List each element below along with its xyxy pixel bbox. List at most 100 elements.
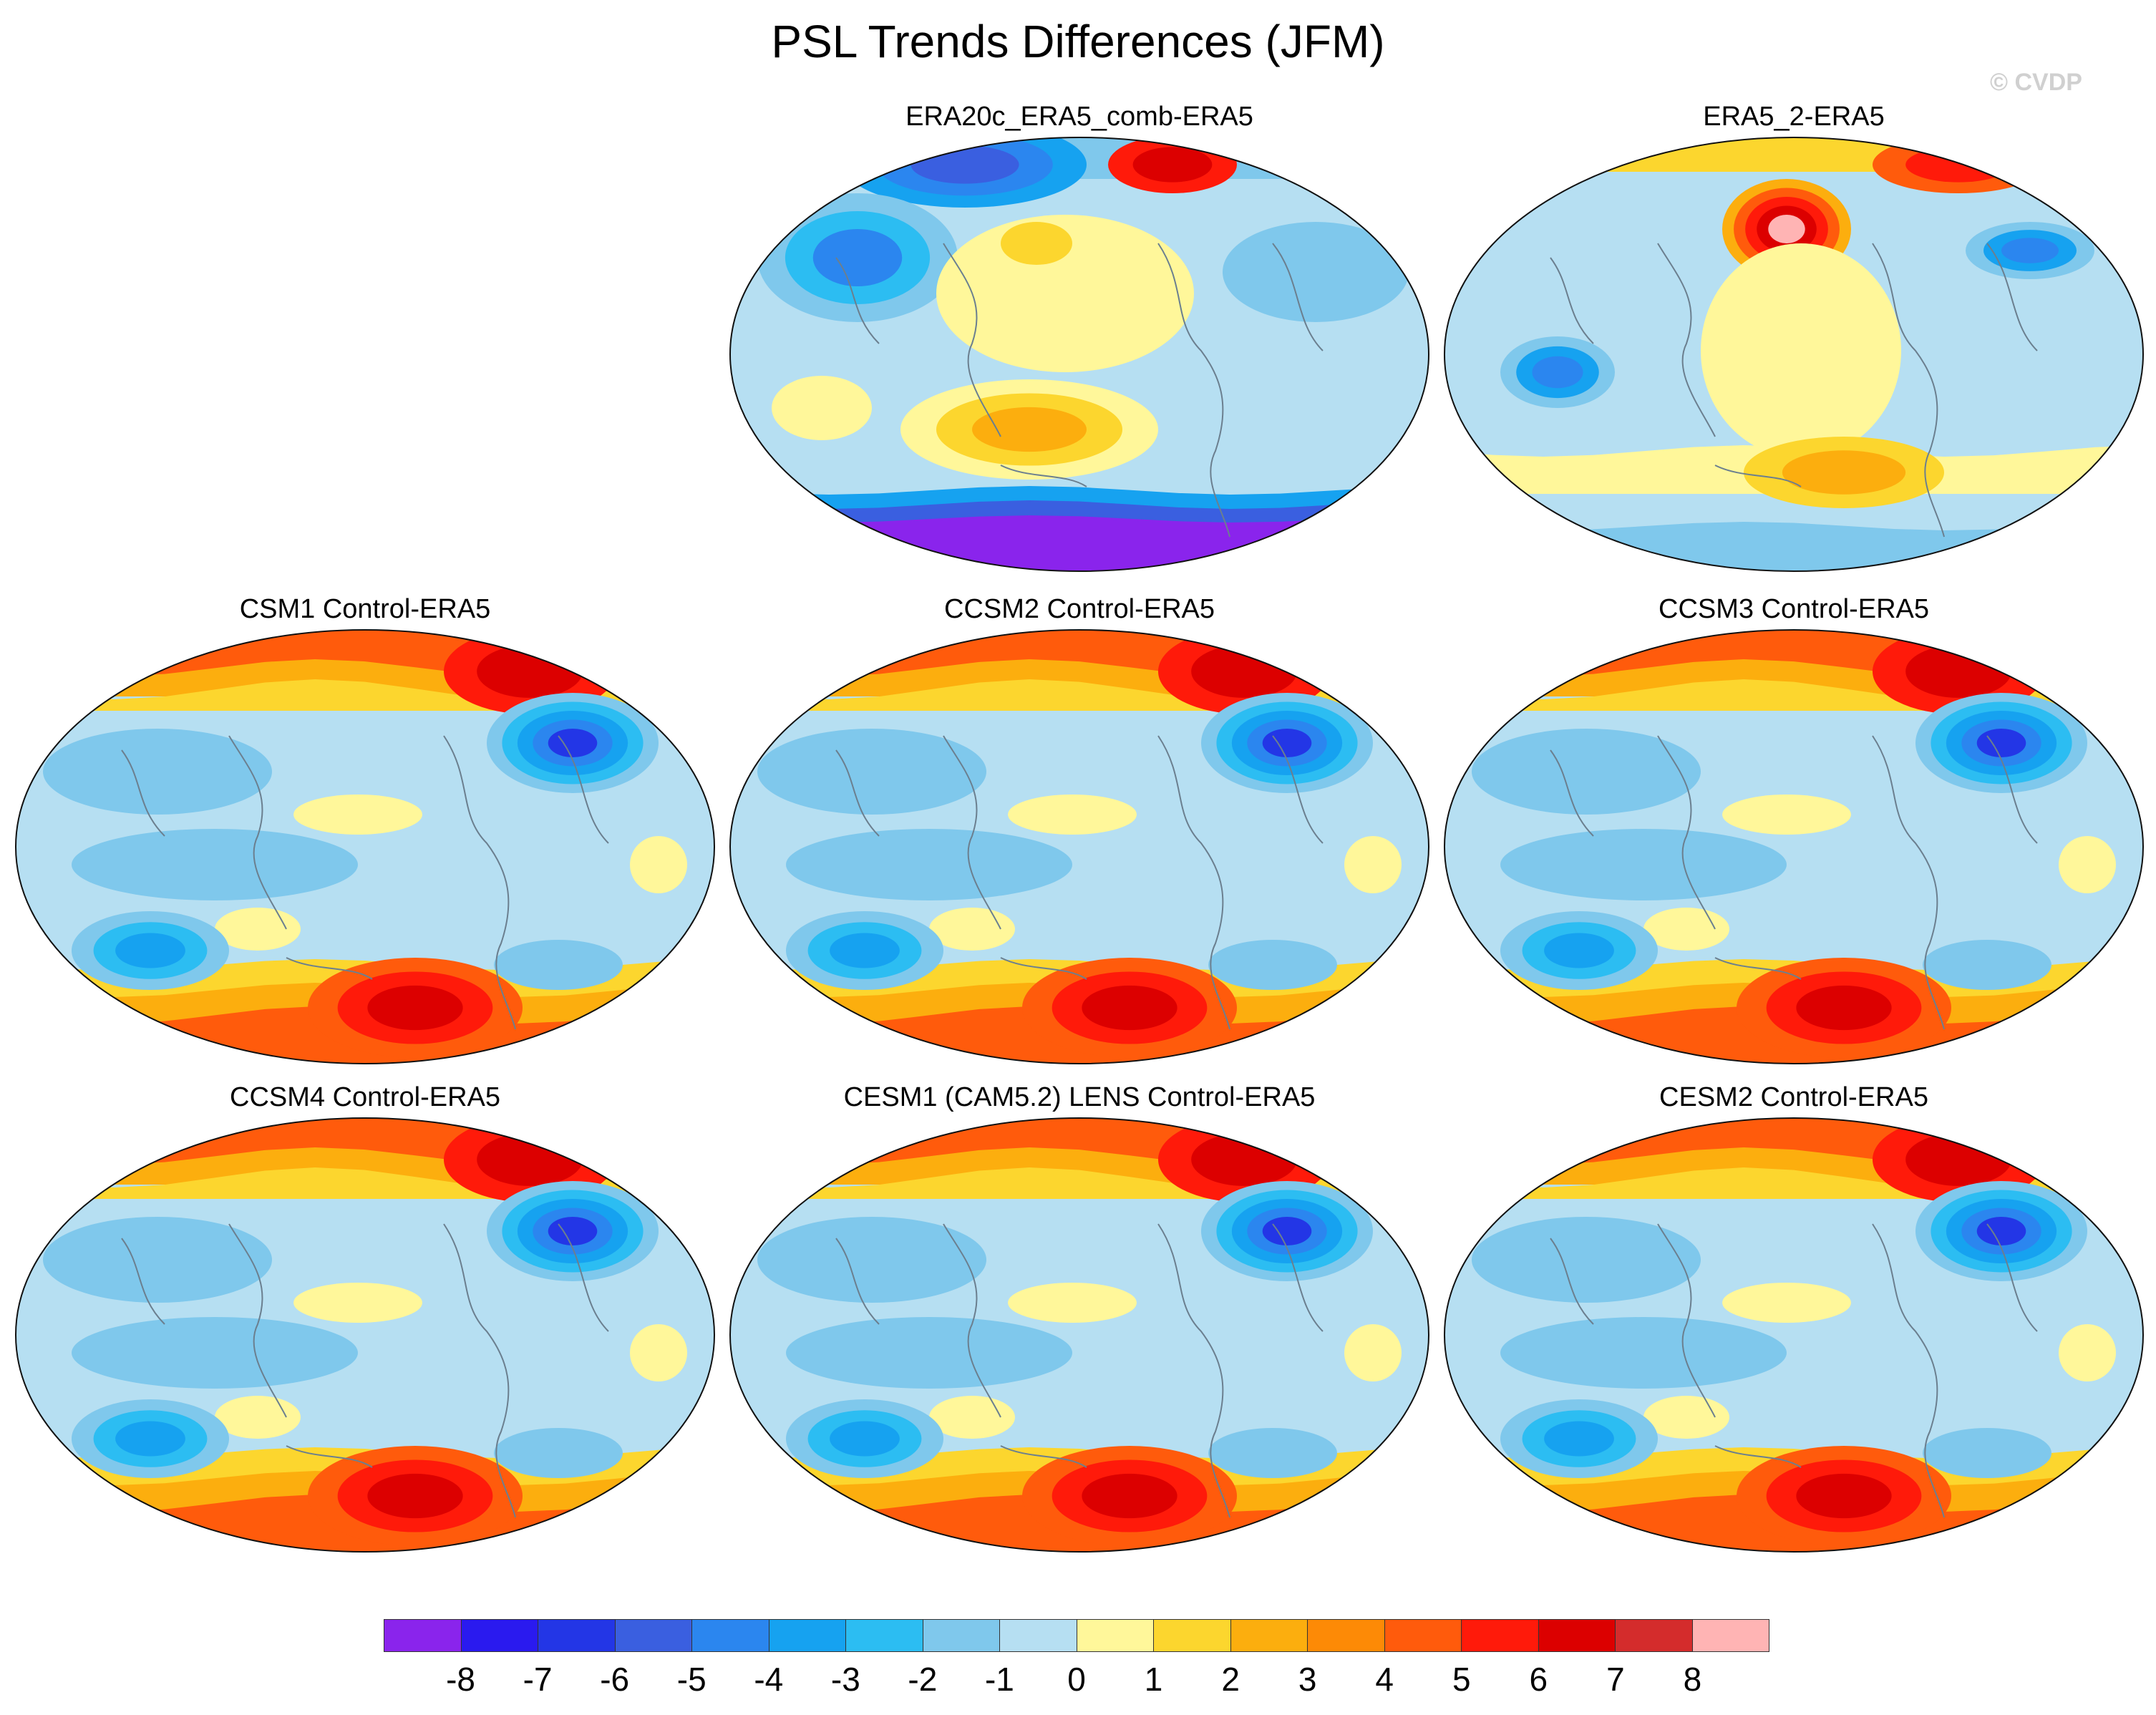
indian-yellow-patch (215, 1396, 301, 1439)
north-atlantic-high (1905, 1133, 2011, 1186)
north-atlantic-low (548, 1217, 598, 1245)
coastline (1714, 957, 1802, 980)
indian-yellow-patch (1643, 908, 1729, 951)
coastline (1157, 1223, 1230, 1518)
panel-title: CESM2 Control-ERA5 (1659, 1082, 1928, 1112)
figure-title: PSL Trends Differences (JFM) (771, 16, 1385, 67)
south-indian-low (115, 1421, 185, 1457)
south-indian-low (1544, 1421, 1614, 1457)
map-border (15, 629, 715, 1064)
south-atlantic-low (1923, 1428, 2051, 1478)
south-pacific-high (1082, 1473, 1177, 1519)
atlantic-yellow-patch (630, 836, 687, 893)
colorbar-box (769, 1620, 846, 1651)
colorbar (384, 1619, 1769, 1652)
colorbar-tick-label: 7 (1606, 1661, 1625, 1698)
coastline (286, 957, 373, 980)
colorbar-tick-label: -3 (830, 1661, 860, 1698)
coastline (1872, 735, 1945, 1030)
colorbar-box (1308, 1620, 1385, 1651)
north-atlantic-high (1191, 1133, 1297, 1186)
map-panel-ccsm3: CCSM3 Control-ERA5 (1443, 593, 2145, 1079)
colorbar-box (1384, 1620, 1462, 1651)
coastline (1872, 1223, 1945, 1518)
colorbar-box (1154, 1620, 1231, 1651)
panel-title: CCSM4 Control-ERA5 (230, 1082, 500, 1112)
map-panel-era5_2: ERA5_2-ERA5 (1443, 100, 2145, 587)
colorbar-tick-label: 3 (1298, 1661, 1317, 1698)
tropics-blue-low (72, 829, 358, 900)
colorbar-box (1616, 1620, 1693, 1651)
antarctic-ring-2 (730, 500, 1429, 526)
contour-field (1444, 137, 2143, 571)
coastline (835, 749, 880, 837)
colorbar-box (461, 1620, 538, 1651)
contour-field (730, 1118, 1429, 1552)
robinson-map (1444, 1117, 2144, 1553)
asia-blue-low (757, 729, 986, 815)
atlantic-yellow-patch (630, 1324, 687, 1381)
tropical-yellow-patch (1008, 1283, 1137, 1323)
coastline (943, 1223, 1001, 1418)
atlantic-yellow-patch (1344, 1324, 1402, 1381)
asia-low (812, 229, 903, 286)
colorbar-tick-label: 2 (1221, 1661, 1240, 1698)
robinson-map (729, 1117, 1429, 1553)
south-atlantic-low (1923, 940, 2051, 990)
colorbar-tick-label: 5 (1452, 1661, 1471, 1698)
north-atlantic-high (1905, 645, 2011, 698)
coastline (1157, 243, 1230, 538)
map-panel-ccsm2: CCSM2 Control-ERA5 (729, 593, 1430, 1079)
colorbar-box (1000, 1620, 1077, 1651)
contour-field (16, 630, 714, 1064)
robinson-map (1444, 629, 2144, 1064)
watermark: © CVDP (1990, 69, 2082, 96)
map-panel-ccsm4: CCSM4 Control-ERA5 (14, 1081, 716, 1568)
atlantic-yellow-patch (2059, 836, 2116, 893)
antarctic-purple (730, 515, 1429, 571)
robinson-map (1444, 137, 2144, 572)
coastline (443, 735, 516, 1030)
map-border (729, 137, 1429, 572)
colorbar-tick-label: 0 (1067, 1661, 1086, 1698)
map-panel-cesm2: CESM2 Control-ERA5 (1443, 1081, 2145, 1568)
coastline (1986, 243, 2038, 351)
asia-blue-low (1472, 729, 1701, 815)
south-pacific-high (1796, 985, 1892, 1031)
colorbar-tick-label: -5 (676, 1661, 706, 1698)
coastline (286, 1445, 373, 1468)
north-atlantic-low (1976, 1217, 2026, 1245)
tropics-blue-low (786, 1317, 1072, 1389)
south-pacific-high (1796, 1473, 1892, 1519)
colorbar-box (692, 1620, 769, 1651)
atlantic-blue (1223, 222, 1409, 322)
coastline (1872, 243, 1945, 538)
colorbar-tick-label: -4 (754, 1661, 784, 1698)
colorbar-tick-label: 1 (1144, 1661, 1163, 1698)
coastline (1157, 735, 1230, 1030)
south-atlantic-low (1208, 1428, 1337, 1478)
tropical-yellow-patch (293, 1283, 422, 1323)
map-panel-cesm1: CESM1 (CAM5.2) LENS Control-ERA5 (729, 1081, 1430, 1568)
tropical-yellow-patch (1008, 795, 1137, 835)
south-indian-low (115, 933, 185, 968)
coastline (1272, 1223, 1324, 1332)
antarctic-blue (1444, 522, 2143, 571)
colorbar-box (1077, 1620, 1154, 1651)
coastline (835, 1238, 880, 1325)
colorbar-box (384, 1620, 462, 1651)
coastline (121, 1238, 165, 1325)
asia-blue-low (43, 729, 272, 815)
arctic-low (911, 145, 1019, 184)
coastline (1272, 243, 1324, 351)
coastline (943, 735, 1001, 930)
panel-title: ERA5_2-ERA5 (1703, 102, 1885, 132)
colorbar-box (538, 1620, 616, 1651)
map-border (1444, 137, 2144, 572)
coastline (1657, 735, 1716, 930)
contour-field (1444, 1118, 2143, 1552)
coastline (1550, 1238, 1594, 1325)
greenland-high (1132, 147, 1213, 183)
south-indian-low (830, 933, 900, 968)
coastline (1000, 957, 1087, 980)
